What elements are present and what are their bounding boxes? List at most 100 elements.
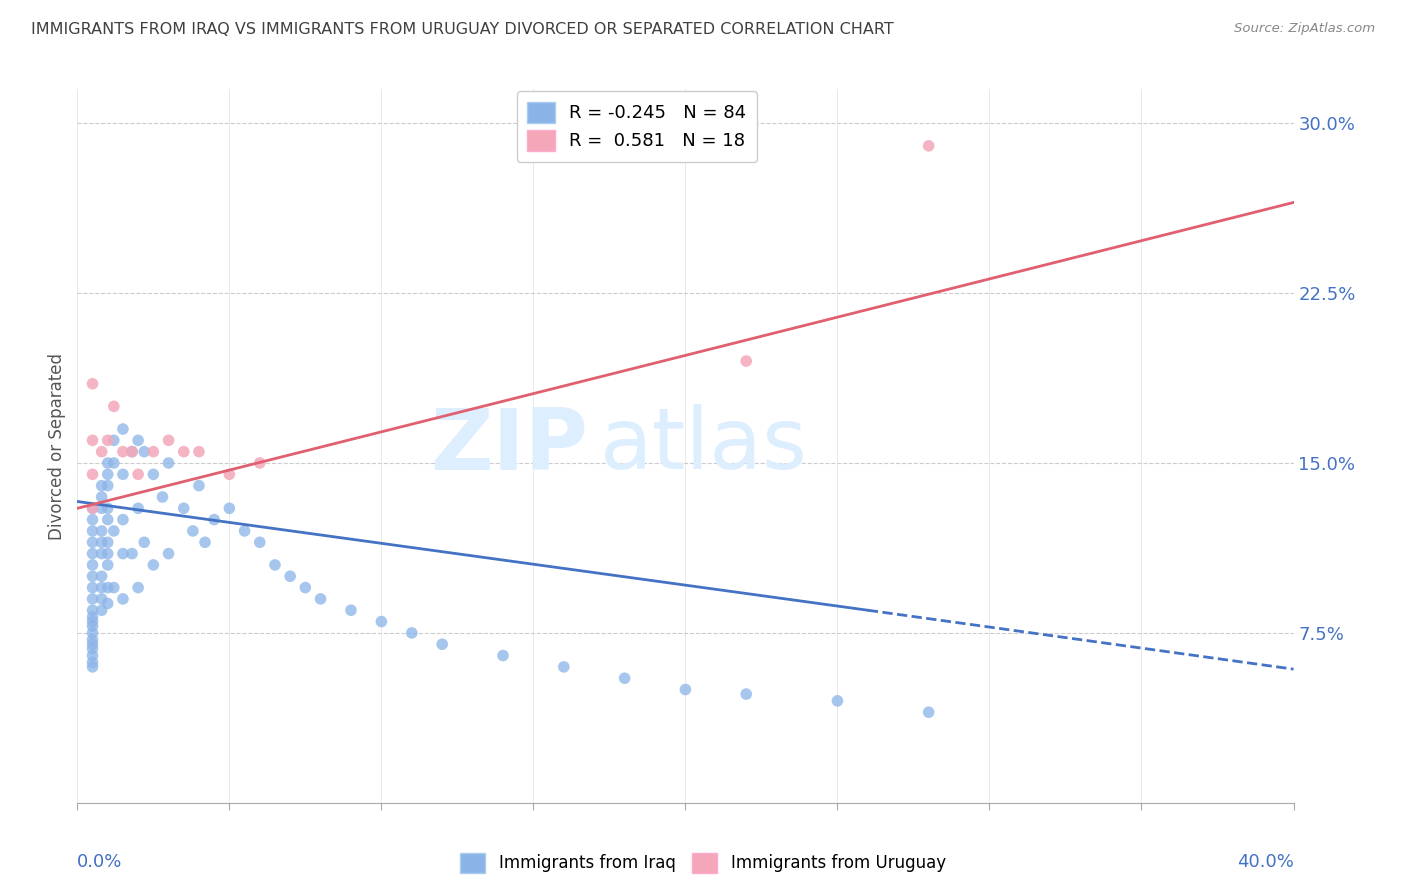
Point	[97, 434, 120, 448]
Point	[111, 591, 134, 606]
Text: IMMIGRANTS FROM IRAQ VS IMMIGRANTS FROM URUGUAY DIVORCED OR SEPARATED CORRELATIO: IMMIGRANTS FROM IRAQ VS IMMIGRANTS FROM …	[31, 22, 894, 37]
Legend: Immigrants from Iraq, Immigrants from Uruguay: Immigrants from Iraq, Immigrants from Ur…	[454, 847, 952, 880]
Point	[90, 547, 112, 561]
Point	[249, 535, 271, 549]
Point	[82, 467, 104, 482]
Point	[82, 603, 104, 617]
Point	[82, 501, 104, 516]
Point	[90, 524, 112, 538]
Point	[90, 581, 112, 595]
Point	[157, 456, 180, 470]
Point	[97, 478, 120, 492]
Point	[97, 558, 120, 572]
Point	[735, 354, 758, 368]
Point	[827, 694, 849, 708]
Point	[152, 490, 174, 504]
Point	[82, 513, 104, 527]
Point	[430, 637, 453, 651]
Point	[264, 558, 287, 572]
Point	[173, 501, 195, 516]
Point	[218, 501, 240, 516]
Point	[103, 456, 125, 470]
Point	[97, 535, 120, 549]
Point	[157, 434, 180, 448]
Point	[82, 581, 104, 595]
Point	[82, 535, 104, 549]
Point	[142, 444, 165, 458]
Point	[97, 513, 120, 527]
Point	[97, 547, 120, 561]
Point	[82, 648, 104, 663]
Point	[294, 581, 316, 595]
Point	[157, 547, 180, 561]
Point	[90, 490, 112, 504]
Point	[82, 524, 104, 538]
Point	[111, 513, 134, 527]
Point	[82, 637, 104, 651]
Point	[90, 501, 112, 516]
Point	[97, 456, 120, 470]
Point	[173, 444, 195, 458]
Point	[127, 581, 149, 595]
Legend: R = -0.245   N = 84, R =  0.581   N = 18: R = -0.245 N = 84, R = 0.581 N = 18	[516, 91, 756, 161]
Point	[613, 671, 636, 685]
Point	[918, 138, 941, 153]
Point	[82, 610, 104, 624]
Point	[97, 597, 120, 611]
Point	[103, 524, 125, 538]
Point	[82, 376, 104, 391]
Point	[121, 444, 143, 458]
Point	[134, 535, 156, 549]
Point	[188, 444, 211, 458]
Point	[142, 558, 165, 572]
Point	[90, 569, 112, 583]
Point	[111, 547, 134, 561]
Point	[90, 535, 112, 549]
Point	[181, 524, 204, 538]
Text: ZIP: ZIP	[430, 404, 588, 488]
Point	[111, 467, 134, 482]
Point	[90, 603, 112, 617]
Point	[127, 501, 149, 516]
Point	[233, 524, 256, 538]
Point	[82, 615, 104, 629]
Point	[121, 444, 143, 458]
Point	[218, 467, 240, 482]
Text: 40.0%: 40.0%	[1237, 853, 1294, 871]
Point	[142, 467, 165, 482]
Text: 0.0%: 0.0%	[77, 853, 122, 871]
Point	[111, 444, 134, 458]
Point	[97, 501, 120, 516]
Point	[675, 682, 697, 697]
Point	[127, 467, 149, 482]
Point	[103, 581, 125, 595]
Point	[82, 434, 104, 448]
Point	[111, 422, 134, 436]
Point	[82, 632, 104, 647]
Point	[735, 687, 758, 701]
Point	[82, 619, 104, 633]
Point	[82, 641, 104, 656]
Point	[82, 501, 104, 516]
Point	[121, 547, 143, 561]
Point	[82, 656, 104, 670]
Y-axis label: Divorced or Separated: Divorced or Separated	[48, 352, 66, 540]
Point	[492, 648, 515, 663]
Point	[370, 615, 392, 629]
Point	[82, 558, 104, 572]
Point	[194, 535, 217, 549]
Point	[249, 456, 271, 470]
Point	[553, 660, 575, 674]
Point	[202, 513, 225, 527]
Point	[82, 547, 104, 561]
Point	[90, 444, 112, 458]
Point	[82, 660, 104, 674]
Point	[134, 444, 156, 458]
Point	[103, 400, 125, 414]
Point	[90, 478, 112, 492]
Point	[97, 467, 120, 482]
Point	[97, 581, 120, 595]
Point	[278, 569, 301, 583]
Point	[90, 591, 112, 606]
Text: Source: ZipAtlas.com: Source: ZipAtlas.com	[1234, 22, 1375, 36]
